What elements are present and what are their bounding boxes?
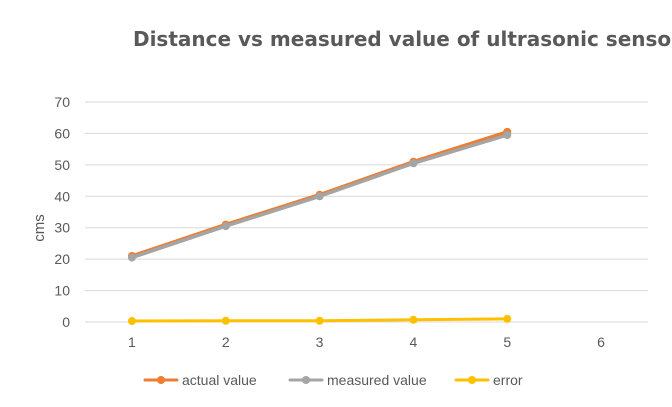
chart-title: Distance vs measured value of ultrasonic… (133, 27, 672, 51)
data-point (315, 192, 324, 201)
y-tick-label: 40 (54, 188, 70, 204)
legend: actual value measured value error (143, 372, 523, 388)
y-axis-ticks: 0 10 20 30 40 50 60 70 (54, 94, 70, 330)
x-tick-label: 1 (128, 334, 136, 350)
y-tick-label: 10 (54, 283, 70, 299)
series-lines (127, 127, 512, 326)
legend-label: error (493, 372, 523, 388)
data-point (127, 253, 136, 262)
y-tick-label: 60 (54, 125, 70, 141)
x-tick-label: 6 (597, 334, 605, 350)
x-tick-label: 2 (222, 334, 230, 350)
data-point (503, 314, 512, 323)
y-tick-label: 20 (54, 251, 70, 267)
y-tick-label: 50 (54, 157, 70, 173)
legend-item: measured value (288, 372, 427, 388)
legend-label: measured value (327, 372, 427, 388)
data-point (221, 222, 230, 231)
y-tick-label: 30 (54, 220, 70, 236)
legend-item: actual value (143, 372, 257, 388)
x-tick-label: 4 (410, 334, 418, 350)
series-measured-value (127, 131, 512, 262)
x-tick-label: 5 (503, 334, 511, 350)
legend-label: actual value (182, 372, 257, 388)
legend-item: error (454, 372, 523, 388)
x-axis-ticks: 1 2 3 4 5 6 (128, 334, 605, 350)
y-tick-label: 0 (62, 314, 70, 330)
legend-dot-marker (468, 376, 476, 384)
y-tick-label: 70 (54, 94, 70, 110)
data-point (221, 316, 230, 325)
data-point (409, 315, 418, 324)
legend-dot-marker (302, 376, 310, 384)
series-error (127, 314, 512, 326)
gridlines (85, 101, 648, 323)
data-point (315, 316, 324, 325)
data-point (409, 159, 418, 168)
data-point (127, 317, 136, 326)
y-axis-label: cms (31, 214, 48, 242)
x-tick-label: 3 (316, 334, 324, 350)
data-point (503, 131, 512, 139)
legend-dot-marker (157, 376, 165, 384)
